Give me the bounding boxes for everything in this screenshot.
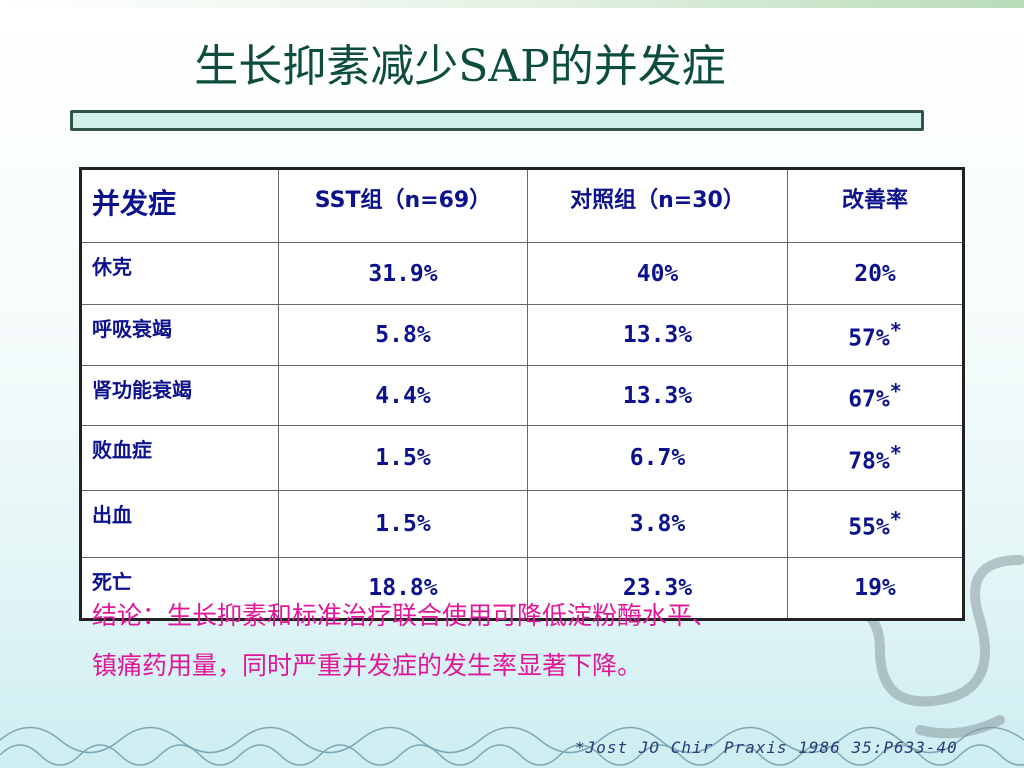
cell: 4.4% xyxy=(278,365,528,426)
cell-text: 1.5% xyxy=(375,445,431,471)
cell: 3.8% xyxy=(527,490,788,558)
cell-text: 13.3% xyxy=(622,322,693,348)
cell: 67%* xyxy=(787,365,964,426)
cell-text: 67% xyxy=(848,386,890,413)
cell-text: 40% xyxy=(636,260,679,287)
cell-text: 78% xyxy=(848,448,890,475)
table-row: 呼吸衰竭 5.8% 13.3% 57%* xyxy=(80,304,964,366)
cell-text: 55% xyxy=(848,514,890,541)
table-row: 休克 31.9% 40% 20% xyxy=(80,242,964,305)
data-table: 并发症 SST组（n=69） 对照组（n=30） 改善率休克 31.9% 40% 20% 呼吸… xyxy=(79,167,965,621)
cell-text: 3.8% xyxy=(629,511,686,537)
cell: 13.3% xyxy=(527,365,788,426)
significance-mark: * xyxy=(889,378,902,403)
row-label: 呼吸衰竭 xyxy=(80,304,279,366)
header-cell: 并发症 xyxy=(80,168,279,243)
cell: 1.5% xyxy=(278,490,528,558)
cell-text: 6.7% xyxy=(629,445,686,471)
cell-text: 18.8% xyxy=(368,575,438,601)
cell-text: 死亡 xyxy=(92,570,132,594)
table-row: 死亡 18.8% 23.3% 19% xyxy=(80,557,964,620)
cell-text: 1.5% xyxy=(375,511,431,537)
header-cell: 对照组（n=30） xyxy=(527,168,788,243)
significance-mark: * xyxy=(889,507,902,532)
cell-text: 23.3% xyxy=(622,575,693,601)
cell-text: 呼吸衰竭 xyxy=(92,317,172,341)
top-stripe xyxy=(0,0,1024,8)
cell: 23.3% xyxy=(527,557,788,620)
cell: 78%* xyxy=(787,425,964,491)
header-cell: 改善率 xyxy=(787,168,964,243)
cell: 57%* xyxy=(787,304,964,366)
row-label: 休克 xyxy=(80,242,279,305)
row-label: 出血 xyxy=(80,490,279,558)
cell: 13.3% xyxy=(527,304,788,366)
row-label: 败血症 xyxy=(80,425,279,491)
conclusion-line: 结论：生长抑素和标准治疗联合使用可降低淀粉酶水平、 xyxy=(92,601,718,630)
cell-text: 20% xyxy=(854,260,896,287)
significance-mark: * xyxy=(889,318,902,343)
header-row: 并发症 SST组（n=69） 对照组（n=30） 改善率 xyxy=(80,168,964,243)
cell-text: 13.3% xyxy=(622,382,693,409)
slide-title: 生长抑素减少SAP的并发症 xyxy=(194,41,726,92)
row-label: 死亡 xyxy=(80,557,279,620)
significance-mark: * xyxy=(889,441,902,466)
cell: 18.8% xyxy=(278,557,528,620)
table-row: 肾功能衰竭 4.4% 13.3% 67%* xyxy=(80,365,964,426)
cell: 1.5% xyxy=(278,425,528,491)
table-row: 出血 1.5% 3.8% 55%* xyxy=(80,490,964,558)
citation: *Jost JO Chir Praxis 1986 35:P633-40 xyxy=(575,738,958,757)
cell-text: 31.9% xyxy=(368,260,438,287)
header-cell: SST组（n=69） xyxy=(278,168,528,243)
cell-text: 5.8% xyxy=(375,322,431,348)
title-underline xyxy=(70,110,924,131)
cell: 40% xyxy=(527,242,788,305)
cell: 20% xyxy=(787,242,964,305)
cell: 55%* xyxy=(787,490,964,558)
cell-text: 57% xyxy=(848,325,890,352)
cell-text: 4.4% xyxy=(375,382,431,409)
cell: 31.9% xyxy=(278,242,528,305)
cell-text: 19% xyxy=(854,575,896,601)
cell: 6.7% xyxy=(527,425,788,491)
cell: 5.8% xyxy=(278,304,528,366)
cell-text: 休克 xyxy=(92,255,132,279)
cell-text: 肾功能衰竭 xyxy=(92,378,192,402)
cell-text: 败血症 xyxy=(92,438,152,462)
cell-text: 出血 xyxy=(92,503,132,527)
conclusion-line: 镇痛药用量，同时严重并发症的发生率显著下降。 xyxy=(92,651,643,680)
table-row: 败血症 1.5% 6.7% 78%* xyxy=(80,425,964,491)
cell: 19% xyxy=(787,557,964,620)
row-label: 肾功能衰竭 xyxy=(80,365,279,426)
